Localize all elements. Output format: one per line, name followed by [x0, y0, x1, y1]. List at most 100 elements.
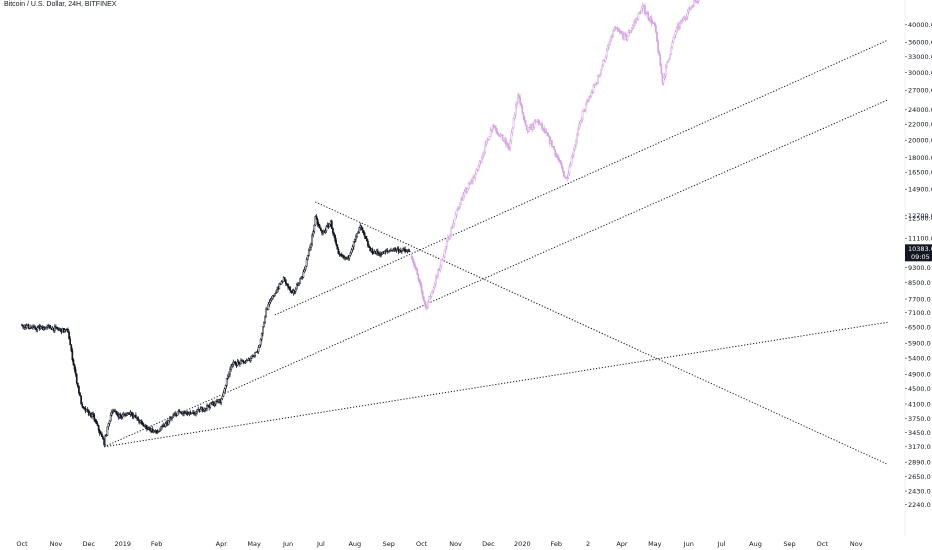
- price-candle-body: [408, 250, 411, 253]
- projection-candle-body: [426, 307, 428, 309]
- projection-candle-body: [647, 12, 650, 19]
- projection-candle-body: [664, 66, 667, 76]
- projection-candle-body: [674, 31, 677, 36]
- bar-countdown-label: 09:05: [911, 253, 930, 261]
- projection-candle-body: [517, 95, 519, 103]
- price-candle-body: [258, 344, 261, 348]
- time-tick-label: 2: [586, 540, 590, 548]
- price-candle-body: [383, 251, 386, 255]
- projection-candle-body: [516, 101, 518, 107]
- price-tick-label: 5900.0: [908, 340, 931, 348]
- price-candle-body: [246, 359, 249, 362]
- projection-candle-body: [490, 129, 493, 131]
- price-candle-body: [207, 405, 209, 407]
- projection-candle-body: [507, 143, 509, 149]
- price-candle-body: [94, 419, 97, 422]
- projection-candle-body: [463, 191, 466, 196]
- projection-candle-body: [505, 139, 507, 145]
- projection-candle-body: [592, 85, 595, 93]
- trendline-3[interactable]: [103, 99, 889, 448]
- price-candle-body: [324, 230, 327, 233]
- projection-candle-body: [477, 165, 480, 170]
- projection-candle-body: [668, 58, 670, 61]
- projection-candle-body: [443, 249, 446, 257]
- price-candle-body: [195, 411, 197, 414]
- price-candle-body: [318, 225, 321, 229]
- projection-candle-body: [656, 31, 658, 42]
- price-candle-body: [75, 373, 78, 384]
- price-candle-body: [107, 423, 110, 428]
- projection-candle-body: [431, 290, 434, 293]
- price-candle-body: [96, 423, 99, 426]
- trendline-4[interactable]: [104, 321, 889, 448]
- projection-candle-body: [474, 173, 477, 179]
- time-tick-label: Dec: [82, 540, 95, 548]
- price-candle-body: [376, 250, 379, 254]
- price-candle-body: [303, 269, 306, 273]
- projection-candle-body: [594, 82, 597, 86]
- price-candle-body: [142, 423, 145, 427]
- projection-candle-body: [610, 35, 612, 42]
- price-candle-body: [209, 402, 212, 408]
- price-candle-body: [91, 413, 93, 417]
- price-candle-body: [199, 408, 202, 412]
- price-candle-body: [172, 415, 174, 418]
- price-candle-body: [317, 224, 320, 226]
- price-candle-body: [295, 284, 298, 290]
- price-candle-body: [187, 413, 190, 415]
- price-candle-body: [355, 236, 357, 240]
- projection-candle-body: [520, 103, 523, 106]
- projection-candle-body: [607, 44, 610, 47]
- price-tick-label: 30000.0: [908, 69, 932, 77]
- projection-candle-body: [510, 132, 513, 142]
- price-candle-body: [224, 385, 227, 390]
- time-axis[interactable]: Oct Nov Dec 2019 Feb Apr May Jun Jul Aug Sep Oct Nov…: [16, 540, 862, 548]
- projection-candle-body: [588, 97, 590, 101]
- price-candle-body: [249, 357, 252, 362]
- price-tick-label: 9300.0: [908, 264, 931, 272]
- projection-candle-body: [476, 169, 479, 171]
- price-candle-body: [130, 411, 133, 415]
- price-candle-body: [237, 361, 240, 363]
- projection-candle-body: [482, 154, 484, 159]
- price-tick-label: 22000.0: [908, 121, 932, 129]
- trendline-2[interactable]: [274, 39, 889, 316]
- price-candle-body: [371, 248, 374, 254]
- price-candle-body: [214, 400, 217, 405]
- projection-candle-body: [497, 132, 500, 135]
- price-candle-body: [389, 250, 391, 252]
- projection-candle-body: [643, 4, 645, 7]
- price-candle-body: [161, 425, 163, 428]
- trendline-1[interactable]: [315, 201, 889, 465]
- price-candle-body: [173, 414, 176, 417]
- price-candle-body: [236, 361, 239, 366]
- price-candle-body: [73, 364, 76, 370]
- projection-candle-body: [528, 127, 530, 132]
- price-candle-body: [309, 247, 311, 251]
- projection-candle-body: [462, 194, 465, 201]
- projection-candle-body: [472, 177, 474, 182]
- price-candle-body: [362, 230, 365, 234]
- projection-candle-body: [436, 275, 438, 278]
- price-candle-body: [104, 435, 107, 445]
- projection-candle-body: [548, 136, 551, 144]
- price-candle-body: [68, 332, 70, 340]
- time-tick-label: Nov: [50, 540, 63, 548]
- price-candle-body: [312, 231, 315, 236]
- projection-candle-body: [696, 0, 699, 3]
- price-candle-body: [116, 413, 119, 416]
- price-candle-body: [363, 232, 366, 237]
- projection-candle-body: [626, 35, 629, 40]
- projection-candle-body: [467, 183, 470, 189]
- last-price-box: [905, 244, 932, 262]
- projection-candle-body: [523, 116, 526, 121]
- projection-candle-body: [439, 265, 442, 271]
- price-axis[interactable]: 40000.0 36000.0 33000.0 30000.0 27000.0 24000…: [904, 0, 932, 536]
- price-candle-body: [69, 338, 72, 346]
- price-candle-body: [256, 351, 259, 353]
- projection-candle-body: [501, 134, 504, 141]
- price-candle-body: [244, 361, 247, 364]
- projection-candle-body: [522, 112, 525, 118]
- price-candle-body: [257, 347, 260, 353]
